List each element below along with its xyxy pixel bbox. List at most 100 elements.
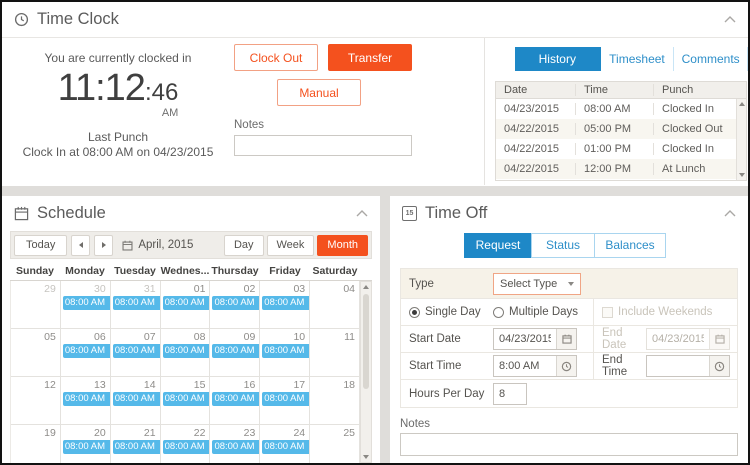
- schedule-event[interactable]: 08:00 AM: [112, 392, 160, 406]
- schedule-event[interactable]: 08:00 AM: [162, 344, 210, 358]
- calendar-day-cell[interactable]: 22 08:00 AM: [161, 425, 211, 463]
- calendar-day-cell[interactable]: 15 08:00 AM: [161, 377, 211, 424]
- end-time-input[interactable]: [647, 356, 709, 376]
- schedule-event[interactable]: 08:00 AM: [112, 344, 160, 358]
- history-table-scrollbar[interactable]: [736, 99, 746, 180]
- calendar-day-cell[interactable]: 25: [310, 425, 360, 463]
- schedule-event[interactable]: 08:00 AM: [62, 440, 110, 454]
- schedule-event[interactable]: 08:00 AM: [212, 392, 260, 406]
- collapse-chevron-icon[interactable]: [724, 16, 736, 23]
- date-picker-button[interactable]: [709, 329, 729, 349]
- schedule-event[interactable]: 08:00 AM: [162, 392, 210, 406]
- tab-request[interactable]: Request: [464, 233, 532, 258]
- day-number: 02: [243, 283, 256, 295]
- schedule-event[interactable]: 08:00 AM: [62, 296, 110, 310]
- calendar-day-cell[interactable]: 03 08:00 AM: [260, 281, 311, 328]
- tab-history[interactable]: History: [515, 47, 601, 71]
- tab-comments[interactable]: Comments: [674, 47, 748, 71]
- include-weekends-checkbox[interactable]: [602, 306, 613, 318]
- type-select[interactable]: Select Type: [493, 272, 581, 295]
- history-row[interactable]: 04/22/2015 05:00 PM Clocked Out: [496, 119, 746, 139]
- history-cell: 04/22/2015: [496, 163, 576, 175]
- clock-out-button[interactable]: Clock Out: [234, 44, 318, 71]
- tab-balances[interactable]: Balances: [594, 233, 666, 258]
- schedule-event[interactable]: 08:00 AM: [262, 296, 310, 310]
- time-picker-button[interactable]: [709, 356, 729, 376]
- prev-month-button[interactable]: [71, 234, 91, 256]
- single-day-radio[interactable]: [409, 306, 420, 318]
- history-cell: 08:00 AM: [576, 103, 654, 115]
- day-number: 04: [343, 283, 356, 295]
- multiple-days-radio[interactable]: [493, 306, 504, 318]
- schedule-event[interactable]: 08:00 AM: [212, 344, 260, 358]
- calendar-day-cell[interactable]: 06 08:00 AM: [61, 329, 111, 376]
- day-number: 10: [293, 331, 306, 343]
- calendar-day-cell[interactable]: 30 08:00 AM: [61, 281, 111, 328]
- view-month-button[interactable]: Month: [317, 234, 368, 256]
- calendar-day-cell[interactable]: 04: [310, 281, 360, 328]
- day-number: 23: [243, 427, 256, 439]
- calendar-day-cell[interactable]: 29: [11, 281, 61, 328]
- calendar-day-cell[interactable]: 31 08:00 AM: [111, 281, 161, 328]
- transfer-button[interactable]: Transfer: [328, 44, 412, 71]
- today-button[interactable]: Today: [14, 234, 68, 256]
- calendar-day-cell[interactable]: 07 08:00 AM: [111, 329, 161, 376]
- history-row[interactable]: 04/23/2015 08:00 AM Clocked In: [496, 99, 746, 119]
- calendar-day-cell[interactable]: 13 08:00 AM: [61, 377, 111, 424]
- hours-per-day-input[interactable]: [493, 382, 527, 405]
- calendar-day-cell[interactable]: 02 08:00 AM: [210, 281, 261, 328]
- schedule-event[interactable]: 08:00 AM: [112, 296, 160, 310]
- calendar-day-cell[interactable]: 14 08:00 AM: [111, 377, 161, 424]
- schedule-event[interactable]: 08:00 AM: [62, 392, 110, 406]
- schedule-event[interactable]: 08:00 AM: [212, 296, 260, 310]
- scrollbar-thumb[interactable]: [363, 294, 369, 389]
- next-month-button[interactable]: [94, 234, 114, 256]
- period-selector[interactable]: April, 2015: [122, 239, 193, 251]
- calendar-day-cell[interactable]: 08 08:00 AM: [161, 329, 211, 376]
- calendar-day-cell[interactable]: 10 08:00 AM: [260, 329, 311, 376]
- calendar-day-cell[interactable]: 11: [310, 329, 360, 376]
- history-row[interactable]: 04/22/2015 12:00 PM At Lunch: [496, 159, 746, 179]
- scroll-down-icon[interactable]: [363, 455, 369, 459]
- notes-input[interactable]: [234, 135, 412, 156]
- schedule-event[interactable]: 08:00 AM: [162, 440, 210, 454]
- calendar-day-cell[interactable]: 16 08:00 AM: [210, 377, 261, 424]
- view-day-button[interactable]: Day: [223, 234, 264, 256]
- scroll-down-icon[interactable]: [738, 173, 745, 177]
- collapse-chevron-icon[interactable]: [356, 209, 368, 217]
- calendar-day-cell[interactable]: 05: [11, 329, 61, 376]
- scroll-up-icon[interactable]: [738, 102, 745, 106]
- time-off-notes-input[interactable]: [400, 433, 738, 456]
- history-table-header: Date Time Punch: [496, 82, 746, 99]
- start-time-input[interactable]: [494, 356, 556, 376]
- date-picker-button[interactable]: [556, 329, 576, 349]
- history-row[interactable]: 04/22/2015 01:00 PM Clocked In: [496, 139, 746, 159]
- calendar-day-cell[interactable]: 12: [11, 377, 61, 424]
- calendar-day-cell[interactable]: 20 08:00 AM: [61, 425, 111, 463]
- tab-status[interactable]: Status: [531, 233, 595, 258]
- calendar-day-cell[interactable]: 09 08:00 AM: [210, 329, 261, 376]
- schedule-event[interactable]: 08:00 AM: [62, 344, 110, 358]
- schedule-event[interactable]: 08:00 AM: [212, 440, 260, 454]
- schedule-event[interactable]: 08:00 AM: [262, 392, 310, 406]
- scroll-up-icon[interactable]: [363, 285, 369, 289]
- start-date-input[interactable]: [494, 329, 556, 349]
- calendar-day-cell[interactable]: 21 08:00 AM: [111, 425, 161, 463]
- manual-button[interactable]: Manual: [277, 79, 361, 106]
- calendar-scrollbar[interactable]: [360, 281, 372, 463]
- calendar-day-cell[interactable]: 18: [310, 377, 360, 424]
- calendar-day-cell[interactable]: 01 08:00 AM: [161, 281, 211, 328]
- schedule-event[interactable]: 08:00 AM: [262, 344, 310, 358]
- calendar-day-cell[interactable]: 24 08:00 AM: [260, 425, 311, 463]
- calendar-day-cell[interactable]: 23 08:00 AM: [210, 425, 261, 463]
- tab-timesheet[interactable]: Timesheet: [600, 47, 675, 71]
- time-picker-button[interactable]: [556, 356, 576, 376]
- calendar-day-cell[interactable]: 19: [11, 425, 61, 463]
- schedule-event[interactable]: 08:00 AM: [112, 440, 160, 454]
- calendar-day-cell[interactable]: 17 08:00 AM: [260, 377, 311, 424]
- end-date-input[interactable]: [647, 329, 709, 349]
- view-week-button[interactable]: Week: [266, 234, 315, 256]
- schedule-event[interactable]: 08:00 AM: [262, 440, 310, 454]
- collapse-chevron-icon[interactable]: [724, 209, 736, 217]
- schedule-event[interactable]: 08:00 AM: [162, 296, 210, 310]
